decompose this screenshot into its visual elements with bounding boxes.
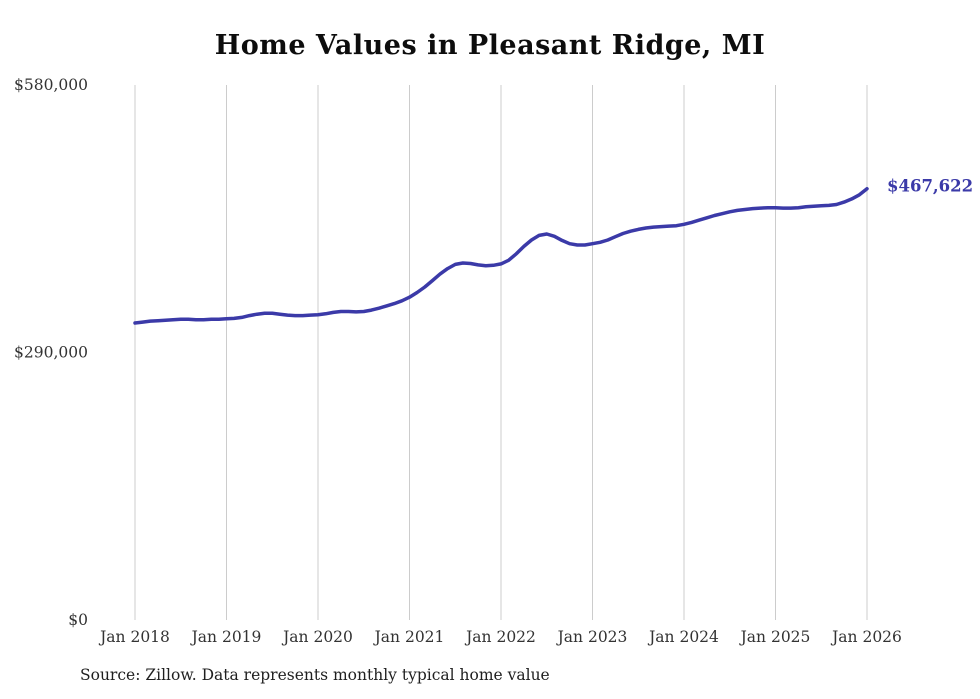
- final-value-annotation: $467,622: [887, 177, 973, 196]
- x-tick-label: Jan 2022: [464, 628, 536, 646]
- y-axis-labels: $0 $290,000 $580,000: [14, 76, 88, 629]
- y-tick-label: $580,000: [14, 76, 88, 94]
- x-tick-label: Jan 2020: [281, 628, 353, 646]
- x-tick-label: Jan 2026: [830, 628, 902, 646]
- chart-title: Home Values in Pleasant Ridge, MI: [214, 30, 766, 61]
- x-tick-label: Jan 2019: [190, 628, 262, 646]
- home-value-series-line: [133, 186, 869, 325]
- x-tick-label: Jan 2025: [739, 628, 811, 646]
- x-tick-label: Jan 2024: [647, 628, 719, 646]
- source-note: Source: Zillow. Data represents monthly …: [80, 666, 550, 684]
- vertical-gridlines: [134, 85, 868, 620]
- x-axis-labels: Jan 2018 Jan 2019 Jan 2020 Jan 2021 Jan 2022…: [98, 628, 902, 646]
- y-tick-label: $290,000: [14, 344, 88, 362]
- y-tick-label: $0: [68, 611, 88, 629]
- x-tick-label: Jan 2023: [556, 628, 628, 646]
- x-tick-label: Jan 2018: [98, 628, 170, 646]
- x-tick-label: Jan 2021: [373, 628, 445, 646]
